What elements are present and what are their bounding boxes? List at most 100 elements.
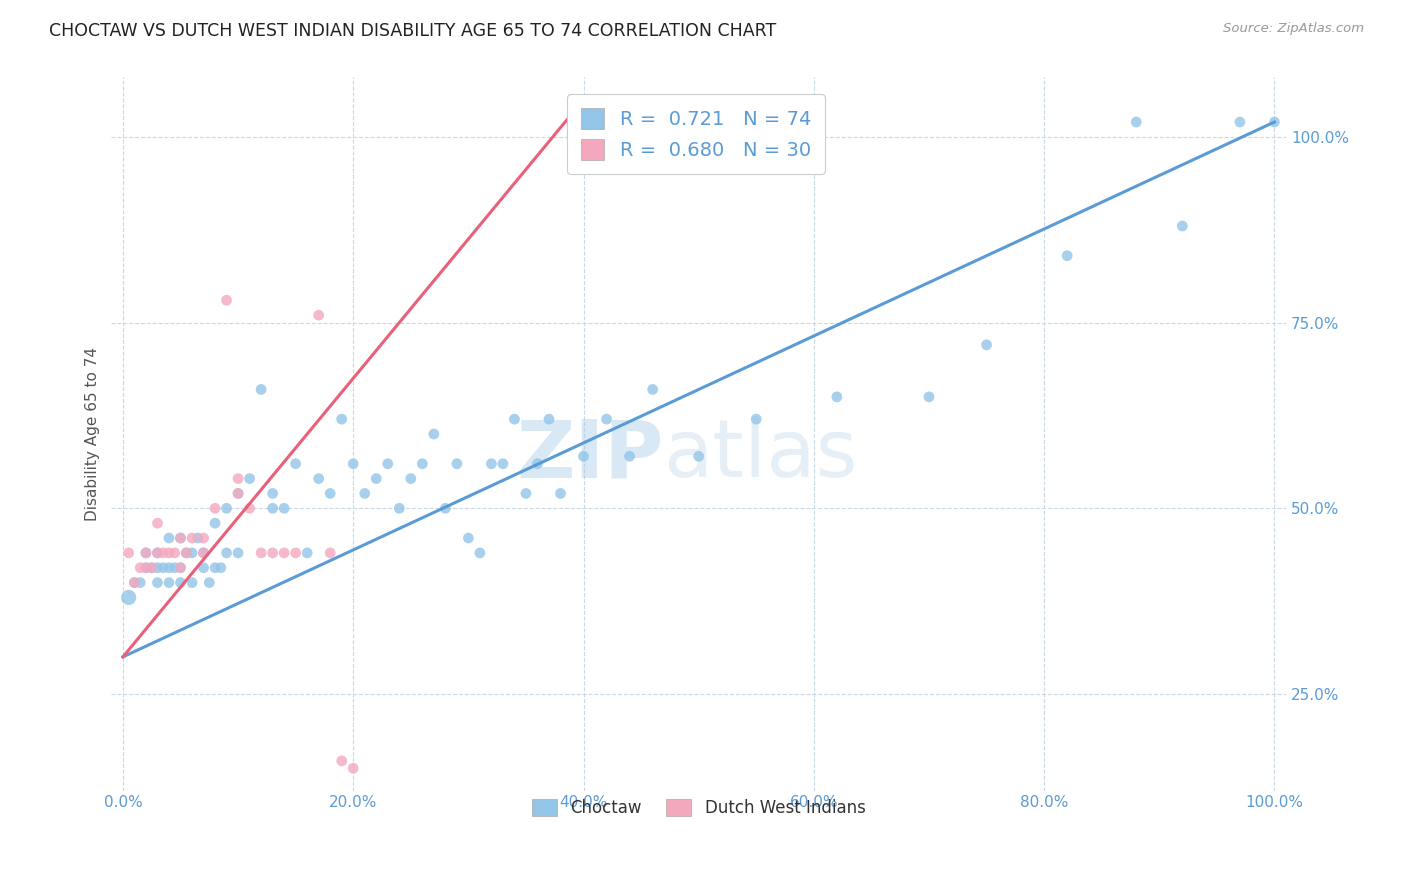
Point: [193, 560, 215, 574]
Point: [446, 457, 468, 471]
Text: ZIP: ZIP: [516, 417, 664, 494]
Point: [146, 560, 169, 574]
Point: [250, 546, 273, 560]
Point: [319, 546, 342, 560]
Point: [187, 531, 209, 545]
Point: [181, 546, 204, 560]
Point: [146, 546, 169, 560]
Point: [262, 501, 284, 516]
Point: [152, 560, 174, 574]
Point: [204, 501, 226, 516]
Text: Source: ZipAtlas.com: Source: ZipAtlas.com: [1223, 22, 1364, 36]
Point: [226, 472, 249, 486]
Point: [503, 412, 526, 426]
Point: [135, 560, 157, 574]
Point: [193, 531, 215, 545]
Point: [377, 457, 399, 471]
Point: [388, 501, 411, 516]
Point: [118, 591, 141, 605]
Point: [169, 531, 191, 545]
Point: [295, 546, 318, 560]
Point: [135, 546, 157, 560]
Point: [157, 546, 180, 560]
Point: [1056, 249, 1078, 263]
Point: [273, 501, 295, 516]
Point: [146, 575, 169, 590]
Text: atlas: atlas: [664, 417, 858, 494]
Point: [342, 761, 364, 775]
Point: [157, 560, 180, 574]
Point: [181, 575, 204, 590]
Point: [1125, 115, 1147, 129]
Point: [146, 546, 169, 560]
Point: [550, 486, 572, 500]
Point: [226, 546, 249, 560]
Point: [492, 457, 515, 471]
Point: [157, 531, 180, 545]
Point: [146, 516, 169, 531]
Point: [129, 560, 152, 574]
Point: [688, 450, 710, 464]
Point: [239, 501, 262, 516]
Point: [515, 486, 537, 500]
Point: [526, 457, 548, 471]
Point: [330, 412, 353, 426]
Point: [198, 575, 221, 590]
Point: [250, 383, 273, 397]
Point: [976, 338, 998, 352]
Point: [308, 472, 330, 486]
Point: [215, 501, 238, 516]
Point: [423, 427, 446, 442]
Point: [745, 412, 768, 426]
Point: [209, 560, 232, 574]
Point: [226, 486, 249, 500]
Point: [619, 450, 641, 464]
Point: [434, 501, 457, 516]
Point: [273, 546, 295, 560]
Point: [226, 486, 249, 500]
Point: [342, 457, 364, 471]
Text: CHOCTAW VS DUTCH WEST INDIAN DISABILITY AGE 65 TO 74 CORRELATION CHART: CHOCTAW VS DUTCH WEST INDIAN DISABILITY …: [49, 22, 776, 40]
Point: [181, 531, 204, 545]
Point: [468, 546, 491, 560]
Point: [399, 472, 422, 486]
Point: [537, 412, 560, 426]
Point: [481, 457, 503, 471]
Point: [124, 575, 146, 590]
Point: [262, 546, 284, 560]
Point: [169, 531, 191, 545]
Point: [163, 560, 186, 574]
Point: [411, 457, 433, 471]
Point: [174, 546, 197, 560]
Point: [118, 546, 141, 560]
Point: [152, 546, 174, 560]
Point: [135, 546, 157, 560]
Point: [284, 546, 307, 560]
Point: [215, 546, 238, 560]
Point: [1229, 115, 1251, 129]
Point: [141, 560, 163, 574]
Point: [330, 754, 353, 768]
Point: [366, 472, 388, 486]
Point: [129, 575, 152, 590]
Point: [163, 546, 186, 560]
Point: [215, 293, 238, 308]
Point: [169, 575, 191, 590]
Point: [169, 560, 191, 574]
Point: [169, 560, 191, 574]
Legend: Choctaw, Dutch West Indians: Choctaw, Dutch West Indians: [523, 790, 875, 825]
Point: [193, 546, 215, 560]
Point: [262, 486, 284, 500]
Point: [157, 575, 180, 590]
Point: [1171, 219, 1194, 233]
Point: [204, 560, 226, 574]
Point: [135, 560, 157, 574]
Point: [239, 472, 262, 486]
Point: [353, 486, 375, 500]
Point: [918, 390, 941, 404]
Point: [457, 531, 479, 545]
Point: [595, 412, 617, 426]
Y-axis label: Disability Age 65 to 74: Disability Age 65 to 74: [86, 347, 100, 521]
Point: [572, 450, 595, 464]
Point: [284, 457, 307, 471]
